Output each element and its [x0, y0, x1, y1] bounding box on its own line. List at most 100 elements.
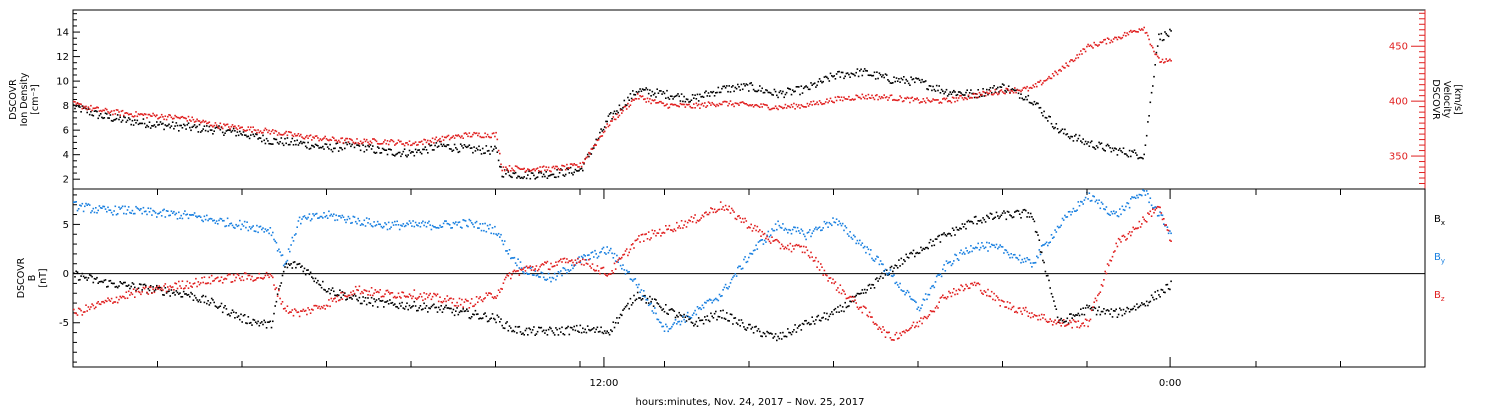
field-point-bz	[1149, 210, 1152, 213]
field-point-bx	[997, 215, 999, 217]
field-point-bx	[1123, 312, 1126, 315]
field-point-bz	[815, 256, 817, 259]
field-point-bz	[1067, 323, 1070, 326]
velocity-point	[301, 136, 303, 138]
density-point	[946, 95, 949, 97]
field-point-bz	[113, 301, 115, 303]
velocity-point	[99, 109, 102, 112]
field-point-bx	[939, 241, 942, 243]
field-point-bz	[484, 297, 486, 299]
field-point-bz	[392, 296, 395, 299]
left-tick-label: 2	[63, 175, 69, 186]
field-point-bz	[282, 308, 285, 310]
field-point-by	[705, 302, 707, 304]
velocity-point	[702, 105, 705, 107]
density-point	[1149, 101, 1152, 104]
field-point-by	[566, 272, 568, 274]
field-point-by	[850, 236, 853, 239]
velocity-point	[674, 103, 677, 106]
velocity-point	[318, 139, 320, 142]
field-point-by	[684, 321, 687, 323]
density-point	[424, 146, 427, 148]
field-point-by	[899, 282, 901, 285]
velocity-point	[304, 136, 307, 138]
velocity-point	[284, 132, 286, 134]
field-point-bz	[904, 331, 906, 334]
field-point-bx	[1116, 316, 1119, 318]
velocity-point	[1040, 83, 1043, 86]
velocity-point	[361, 142, 363, 145]
density-point	[694, 94, 696, 96]
velocity-point	[912, 99, 915, 102]
field-point-bz	[923, 315, 926, 318]
field-point-bz	[890, 339, 893, 341]
field-point-bz	[791, 245, 794, 247]
density-point	[712, 90, 715, 93]
field-point-bz	[666, 228, 668, 231]
density-point	[600, 128, 602, 130]
field-point-bx	[551, 330, 554, 332]
field-point-bx	[143, 283, 146, 286]
density-point	[882, 74, 884, 76]
velocity-point	[1106, 37, 1109, 39]
field-point-bz	[340, 291, 342, 294]
field-point-bz	[968, 287, 971, 289]
field-point-bx	[632, 302, 634, 304]
velocity-point	[491, 132, 494, 135]
field-point-bx	[311, 276, 313, 278]
field-point-bx	[610, 329, 612, 331]
field-point-bz	[1056, 321, 1059, 324]
field-point-bx	[304, 273, 307, 276]
field-point-bz	[457, 305, 460, 307]
field-point-bx	[1020, 217, 1022, 219]
density-point	[130, 123, 132, 126]
field-point-bz	[1093, 301, 1095, 303]
density-point	[791, 89, 794, 91]
density-point	[372, 145, 374, 147]
field-point-bz	[779, 247, 782, 250]
velocity-point	[730, 104, 733, 106]
field-point-bx	[834, 307, 837, 310]
field-point-by	[1011, 256, 1014, 259]
density-point	[297, 144, 300, 146]
field-point-by	[237, 224, 240, 227]
density-point	[1084, 140, 1087, 143]
field-point-bx	[398, 302, 401, 305]
field-point-bx	[795, 331, 798, 333]
velocity-point	[405, 142, 407, 144]
field-point-bx	[126, 285, 129, 287]
field-point-bx	[807, 321, 810, 324]
field-point-bx	[259, 322, 262, 324]
field-point-bz	[707, 213, 710, 216]
field-point-by	[457, 221, 460, 224]
density-point	[1095, 145, 1098, 147]
field-point-bz	[1026, 310, 1028, 313]
field-point-by	[153, 210, 156, 213]
field-point-bx	[356, 298, 358, 301]
density-point	[252, 133, 254, 136]
field-point-bz	[178, 280, 180, 283]
field-point-bz	[820, 263, 822, 265]
field-point-bz	[806, 249, 809, 252]
field-point-bz	[450, 297, 452, 300]
velocity-point	[331, 136, 334, 138]
field-point-bx	[595, 328, 597, 331]
density-point	[481, 147, 484, 150]
field-point-by	[1084, 196, 1087, 199]
field-point-bx	[1036, 231, 1038, 234]
field-point-bx	[1143, 303, 1145, 305]
field-point-bz	[1061, 322, 1064, 324]
field-point-bz	[420, 295, 423, 298]
density-point	[467, 145, 469, 148]
field-point-by	[372, 225, 374, 228]
velocity-point	[485, 136, 488, 138]
field-point-bx	[520, 333, 523, 335]
field-point-bz	[1069, 319, 1071, 322]
velocity-point	[175, 115, 178, 118]
field-point-bz	[639, 241, 641, 243]
field-point-by	[689, 316, 691, 319]
velocity-point	[966, 98, 968, 101]
field-point-bx	[821, 317, 823, 319]
density-point	[1161, 39, 1164, 42]
field-point-bx	[652, 305, 655, 307]
